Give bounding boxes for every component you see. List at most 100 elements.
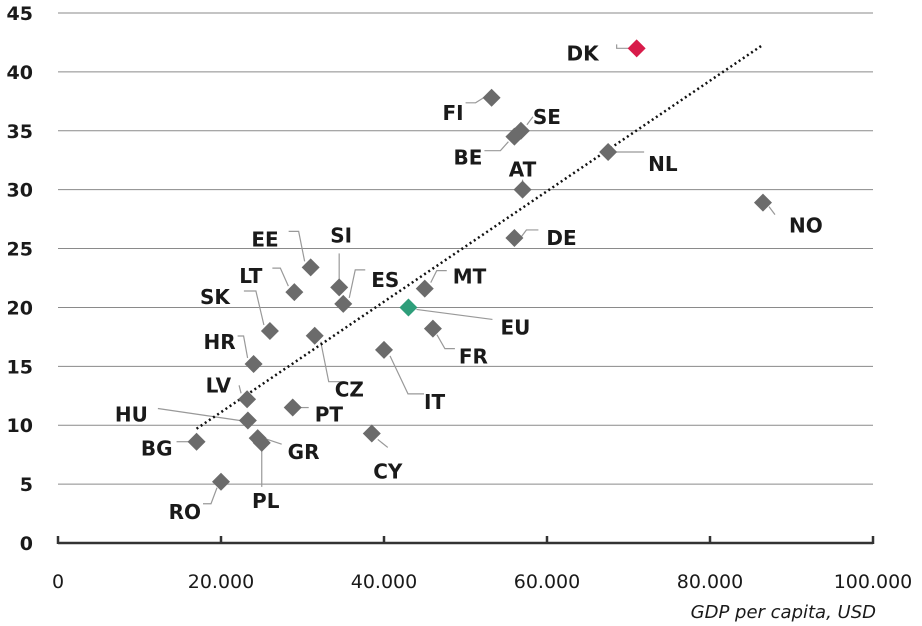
- y-tick-label: 40: [7, 62, 33, 84]
- leader-line-es: [348, 269, 366, 299]
- point-hu: [238, 411, 257, 430]
- point-mt: [415, 279, 434, 298]
- point-labels: DK FI SE BE NL AT NO DE EE SI LT ES MT EU SK FR CZ HR IT LV…: [115, 41, 823, 523]
- point-label-ee: EE: [251, 227, 278, 251]
- point-ee: [301, 258, 320, 277]
- point-label-de: DE: [546, 226, 576, 250]
- point-nl: [599, 142, 618, 161]
- point-si: [330, 278, 349, 297]
- point-lt: [285, 283, 304, 302]
- point-label-cz: CZ: [335, 378, 364, 402]
- point-label-hu: HU: [115, 403, 148, 427]
- point-label-it: IT: [424, 390, 445, 414]
- x-tick-label: 80.000: [677, 571, 743, 593]
- point-label-no: NO: [789, 214, 823, 238]
- point-label-mt: MT: [453, 265, 487, 289]
- y-tick-label: 5: [20, 474, 33, 496]
- axes: [56, 536, 875, 545]
- leader-line-mt: [430, 270, 447, 283]
- point-label-se: SE: [533, 105, 561, 129]
- point-label-es: ES: [371, 268, 399, 292]
- x-tick-label: 20.000: [188, 571, 254, 593]
- label-leader-lines: [157, 44, 776, 505]
- point-at: [513, 180, 532, 199]
- point-label-ro: RO: [169, 500, 201, 524]
- leader-line-fi: [465, 97, 484, 104]
- leader-line-hu: [157, 407, 240, 422]
- point-label-pt: PT: [315, 403, 344, 427]
- point-dk: [627, 39, 646, 58]
- point-label-pl: PL: [252, 489, 280, 513]
- point-it: [375, 340, 393, 359]
- y-tick-label: 45: [7, 3, 33, 25]
- x-axis-title: GDP per capita, USD: [691, 602, 876, 623]
- point-fi: [482, 88, 501, 107]
- leader-line-lt: [272, 267, 289, 287]
- leader-line-eu: [416, 308, 493, 321]
- x-tick-label: 0: [52, 571, 64, 593]
- point-de: [505, 228, 524, 247]
- x-tick-label: 60.000: [514, 571, 580, 593]
- point-label-lt: LT: [239, 264, 262, 288]
- point-sk: [260, 322, 279, 340]
- leader-line-ee: [288, 230, 306, 262]
- x-tick-label: 40.000: [351, 571, 417, 593]
- point-label-dk: DK: [567, 41, 601, 65]
- y-tick-label: 25: [7, 239, 33, 261]
- point-label-nl: NL: [648, 152, 678, 176]
- leader-line-hr: [237, 335, 249, 359]
- y-tick-label: 10: [7, 415, 33, 437]
- leader-line-fr: [436, 334, 455, 350]
- y-tick-label: 30: [7, 180, 33, 202]
- point-label-lv: LV: [206, 373, 232, 397]
- point-label-cy: CY: [373, 459, 403, 483]
- leader-line-be: [484, 141, 509, 152]
- point-hr: [244, 354, 263, 373]
- point-label-hr: HR: [203, 330, 235, 354]
- point-label-bg: BG: [141, 437, 173, 461]
- y-tick-label: 35: [7, 121, 33, 143]
- leader-line-cy: [377, 438, 389, 448]
- x-tick-label: 100.000: [834, 571, 913, 593]
- leader-line-cz: [320, 341, 345, 383]
- point-es: [334, 294, 353, 313]
- point-cy: [362, 424, 381, 443]
- leader-line-no: [768, 206, 776, 215]
- point-label-at: AT: [509, 158, 537, 182]
- point-label-fi: FI: [442, 101, 463, 125]
- point-label-si: SI: [330, 223, 352, 247]
- leader-line-sk: [243, 290, 265, 326]
- y-tick-label: 0: [20, 533, 33, 555]
- trendline-group: [195, 43, 764, 430]
- point-label-sk: SK: [200, 285, 231, 309]
- point-pl: [252, 433, 271, 452]
- y-tick-label: 20: [7, 297, 33, 319]
- point-pt: [283, 398, 302, 417]
- point-se: [511, 121, 530, 140]
- leader-line-dk: [616, 44, 629, 49]
- x-tick-labels: 0 20.000 40.000 60.000 80.000 100.000: [52, 571, 912, 593]
- leader-line-lv: [238, 385, 242, 394]
- point-label-be: BE: [453, 146, 482, 170]
- point-eu: [399, 298, 418, 317]
- point-ro: [212, 472, 230, 491]
- leader-line-it: [389, 355, 424, 395]
- leader-line-ro: [203, 487, 218, 505]
- point-cz: [305, 326, 324, 345]
- point-label-gr: GR: [288, 440, 320, 464]
- grid-lines: [58, 12, 873, 485]
- data-points: [187, 39, 772, 491]
- point-lv: [238, 390, 257, 409]
- leader-line-se: [526, 116, 534, 126]
- point-be: [505, 127, 524, 146]
- point-label-eu: EU: [500, 315, 530, 339]
- leader-line-de: [519, 229, 539, 239]
- point-no: [753, 193, 772, 212]
- point-fr: [423, 319, 442, 338]
- point-bg: [187, 432, 206, 451]
- trendline: [195, 43, 764, 430]
- point-label-fr: FR: [459, 345, 488, 369]
- y-tick-labels: 0 5 10 15 20 25 30 35 40 45: [7, 3, 33, 555]
- y-tick-label: 15: [7, 356, 33, 378]
